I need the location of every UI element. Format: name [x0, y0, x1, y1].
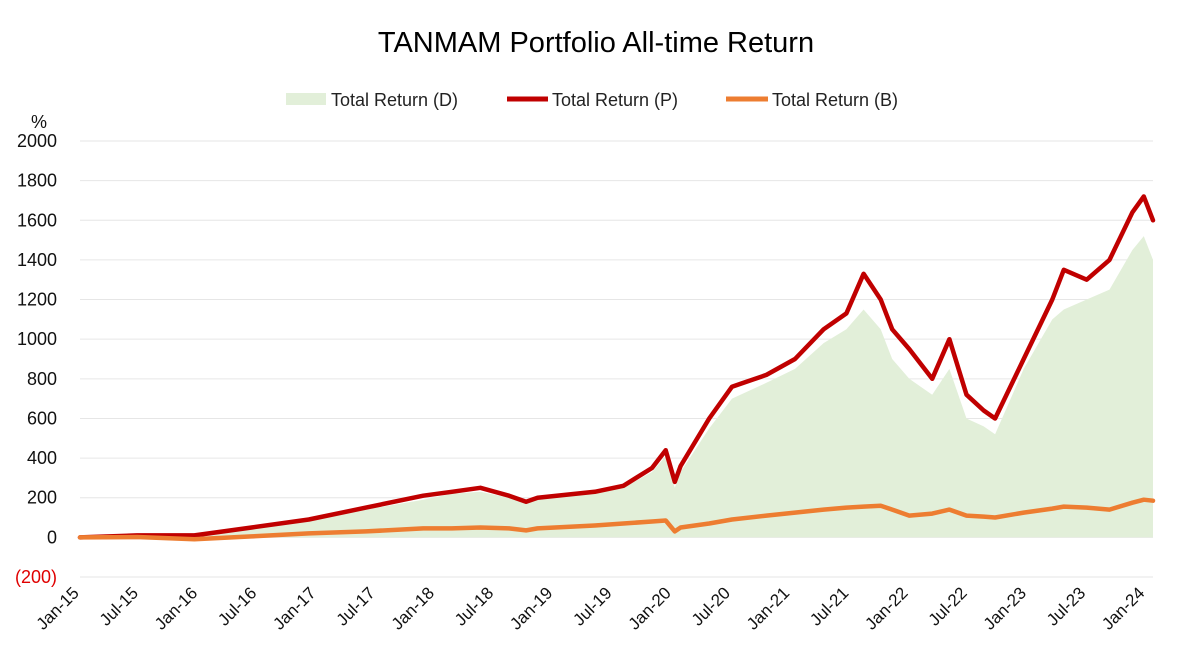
series-area-d [80, 236, 1153, 538]
y-tick-label-4: 1200 [17, 290, 57, 310]
x-tick-label-6: Jan-18 [388, 583, 438, 633]
y-tick-label-0: 2000 [17, 131, 57, 151]
x-tick-label-9: Jul-19 [569, 583, 615, 629]
y-tick-label-10: 0 [47, 527, 57, 547]
y-axis-unit-label: % [31, 112, 47, 132]
y-axis-ticks: 2000180016001400120010008006004002000(20… [15, 131, 57, 587]
y-tick-label-7: 600 [27, 408, 57, 428]
x-tick-label-18: Jan-24 [1098, 583, 1148, 633]
chart-title: TANMAM Portfolio All-time Return [378, 27, 814, 59]
legend-swatch-d [286, 93, 326, 105]
y-tick-label-5: 1000 [17, 329, 57, 349]
y-tick-label-6: 800 [27, 369, 57, 389]
x-tick-label-4: Jan-17 [269, 583, 319, 633]
x-tick-label-3: Jul-16 [214, 583, 260, 629]
x-axis-ticks: Jan-15 Jul-15 Jan-16 Jul-16 Jan-17 Jul-17 Jan-… [33, 583, 1149, 633]
x-tick-label-15: Jul-22 [925, 583, 971, 629]
x-tick-label-8: Jan-19 [506, 583, 556, 633]
x-tick-label-13: Jul-21 [806, 583, 852, 629]
x-tick-label-17: Jul-23 [1043, 583, 1089, 629]
y-tick-label-11: (200) [15, 567, 57, 587]
series-line-p [77, 194, 1156, 540]
x-tick-label-11: Jul-20 [688, 583, 734, 629]
x-tick-label-5: Jul-17 [333, 583, 379, 629]
y-tick-label-1: 1800 [17, 171, 57, 191]
y-tick-label-8: 400 [27, 448, 57, 468]
x-tick-label-10: Jan-20 [625, 583, 675, 633]
legend-label-p: Total Return (P) [552, 90, 678, 110]
x-tick-label-14: Jan-22 [861, 583, 911, 633]
y-tick-label-2: 1600 [17, 210, 57, 230]
legend: Total Return (D) Total Return (P) Total … [286, 90, 898, 110]
y-tick-label-3: 1400 [17, 250, 57, 270]
series-layer [77, 194, 1156, 542]
legend-label-b: Total Return (B) [772, 90, 898, 110]
x-tick-label-12: Jan-21 [743, 583, 793, 633]
series-line-b [77, 497, 1156, 542]
x-tick-label-0: Jan-15 [33, 583, 83, 633]
x-tick-label-16: Jan-23 [980, 583, 1030, 633]
x-tick-label-1: Jul-15 [96, 583, 142, 629]
x-tick-label-7: Jul-18 [451, 583, 497, 629]
y-tick-label-9: 200 [27, 488, 57, 508]
x-tick-label-2: Jan-16 [151, 583, 201, 633]
legend-label-d: Total Return (D) [331, 90, 458, 110]
